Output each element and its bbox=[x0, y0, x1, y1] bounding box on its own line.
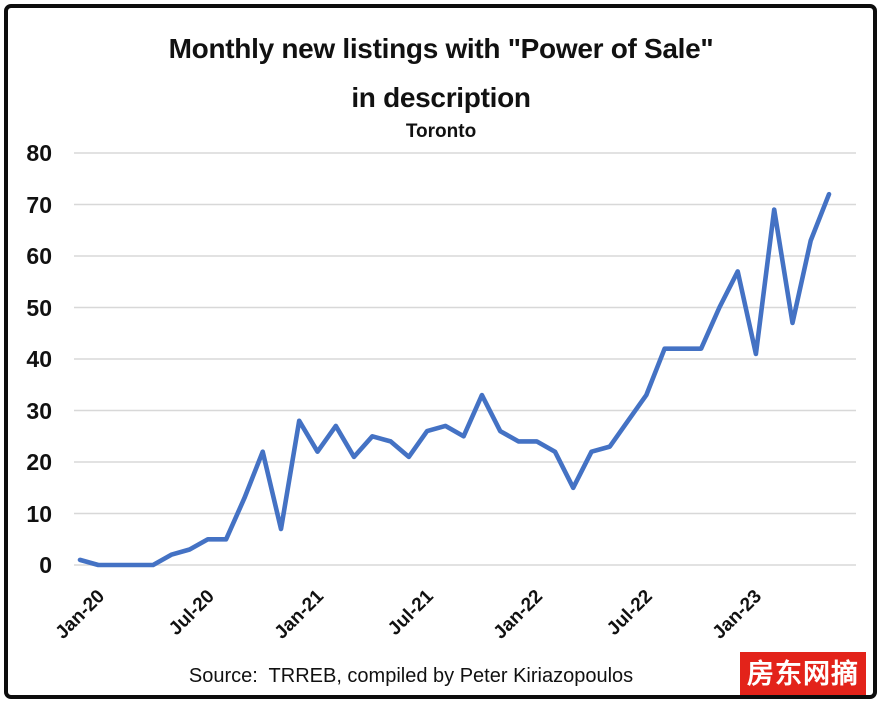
chart-title: Monthly new listings with "Power of Sale… bbox=[0, 24, 882, 122]
chart-title-line1: Monthly new listings with "Power of Sale… bbox=[168, 33, 714, 64]
data-line bbox=[77, 191, 832, 568]
watermark-badge: 房东网摘 bbox=[740, 651, 866, 696]
chart-subtitle: Toronto bbox=[405, 121, 477, 142]
chart-title-line2: in description bbox=[351, 82, 531, 113]
source-caption: Source: TRREB, compiled by Peter Kiriazo… bbox=[188, 665, 634, 687]
